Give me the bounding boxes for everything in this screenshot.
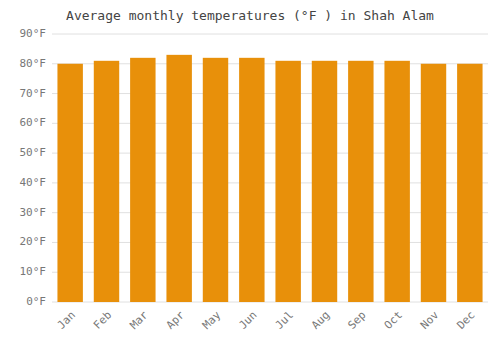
bar bbox=[348, 61, 373, 302]
y-tick-label: 90°F bbox=[20, 27, 47, 40]
y-tick-label: 40°F bbox=[20, 176, 47, 189]
x-tick-label: Oct bbox=[382, 309, 405, 332]
bar bbox=[275, 61, 300, 302]
x-tick-label: Feb bbox=[91, 309, 114, 332]
x-tick-label: Mar bbox=[127, 308, 151, 332]
bar bbox=[384, 61, 409, 302]
bar bbox=[421, 64, 446, 302]
y-tick-label: 60°F bbox=[20, 116, 47, 129]
x-tick-label: Dec bbox=[454, 309, 477, 332]
bar bbox=[312, 61, 337, 302]
x-tick-label: Jun bbox=[236, 309, 259, 332]
chart-holder: 0°F 10°F 20°F 30°F 40°F 50°F 60°F 70°F 80°F 90°F J… bbox=[0, 0, 500, 350]
y-tick-label: 80°F bbox=[20, 57, 47, 70]
bar bbox=[239, 58, 264, 302]
x-tick-label: Aug bbox=[309, 309, 332, 332]
y-tick-label: 10°F bbox=[20, 265, 47, 278]
y-grid bbox=[52, 34, 488, 302]
bar bbox=[57, 64, 82, 302]
bars bbox=[57, 55, 482, 302]
y-tick-label: 50°F bbox=[20, 146, 47, 159]
x-tick-label: Sep bbox=[345, 309, 368, 332]
grid-line bbox=[52, 34, 488, 35]
bar bbox=[166, 55, 191, 302]
x-tick-label: Nov bbox=[418, 308, 442, 332]
chart: 0°F 10°F 20°F 30°F 40°F 50°F 60°F 70°F 80°F 90°F J… bbox=[0, 0, 500, 350]
y-tick-label: 20°F bbox=[20, 235, 47, 248]
bar bbox=[130, 58, 155, 302]
x-tick-label: Jul bbox=[273, 309, 296, 332]
title: Average monthly temperatures (°F ) in Sh… bbox=[66, 8, 434, 23]
y-tick-label: 30°F bbox=[20, 206, 47, 219]
x-tick-label: May bbox=[200, 308, 224, 332]
x-tick-label: Jan bbox=[55, 309, 78, 332]
bar bbox=[457, 64, 482, 302]
y-tick-label: 0°F bbox=[26, 295, 46, 308]
bar bbox=[203, 58, 228, 302]
page: {"chart_data": {"type": "bar", "title": … bbox=[0, 0, 500, 350]
y-tick-label: 70°F bbox=[20, 87, 47, 100]
x-tick-label: Apr bbox=[164, 308, 188, 332]
bar bbox=[94, 61, 119, 302]
